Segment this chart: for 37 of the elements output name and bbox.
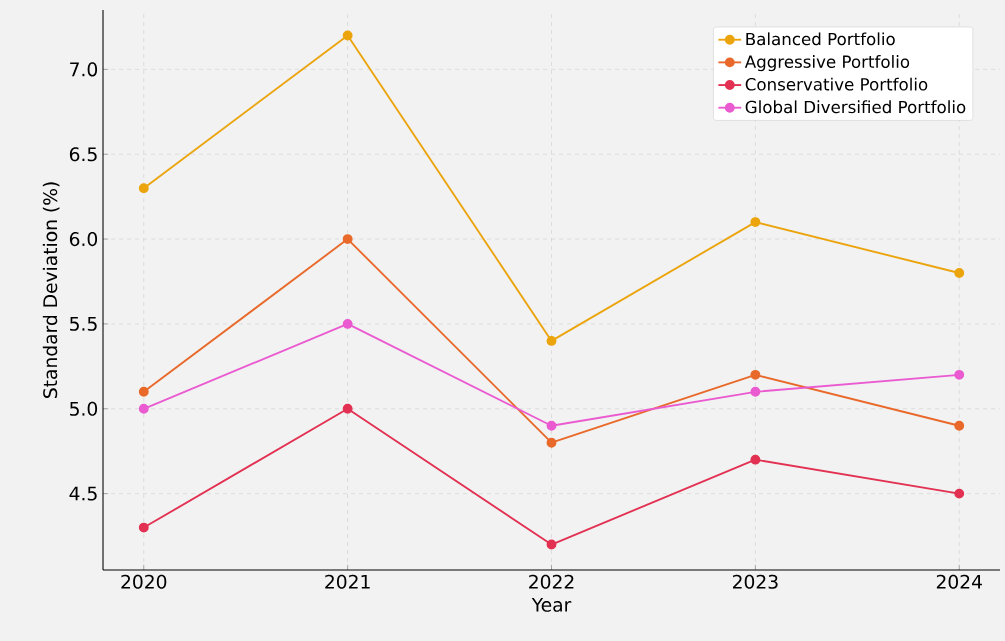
legend-label: Global Diversified Portfolio xyxy=(745,100,966,114)
x-axis-title: Year xyxy=(531,597,572,612)
y-tick-label: 5.5 xyxy=(70,316,97,331)
x-tick-label: 2021 xyxy=(325,574,370,589)
y-axis-title: Standard Deviation (%) xyxy=(42,182,60,398)
point xyxy=(750,217,761,228)
x-tick-label: 2020 xyxy=(121,574,167,589)
y-tick-label: 4.5 xyxy=(69,486,97,501)
x-tick-label: 2023 xyxy=(732,574,778,589)
point xyxy=(546,420,557,431)
x-tick-label: 2022 xyxy=(529,574,574,589)
point xyxy=(138,386,149,397)
point xyxy=(954,488,965,499)
point xyxy=(750,369,761,380)
y-tick-label: 6.5 xyxy=(69,147,97,162)
point xyxy=(546,437,557,448)
point xyxy=(750,386,761,397)
y-tick-label: 5.0 xyxy=(70,401,98,416)
point xyxy=(138,522,149,533)
point xyxy=(138,183,149,194)
point xyxy=(342,30,353,41)
point xyxy=(546,335,557,346)
point xyxy=(546,539,557,550)
point xyxy=(342,403,353,414)
y-tick-label: 7.0 xyxy=(70,62,98,77)
point xyxy=(954,369,965,380)
legend-label: Aggressive Portfolio xyxy=(744,55,910,72)
x-tick-label: 2024 xyxy=(936,574,982,589)
legend-label: Balanced Portfolio xyxy=(746,32,895,46)
point xyxy=(342,318,353,329)
point xyxy=(342,234,353,245)
point xyxy=(750,454,761,465)
point xyxy=(954,268,965,278)
legend-label: Conservative Portfolio xyxy=(745,77,928,91)
point xyxy=(138,403,149,414)
y-tick-label: 6.0 xyxy=(69,232,98,247)
point xyxy=(954,420,965,431)
